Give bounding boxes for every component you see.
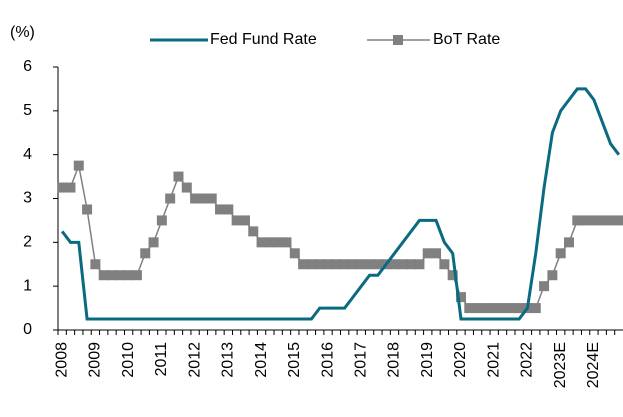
- y-tick-label: 0: [23, 321, 32, 338]
- marker: [273, 237, 284, 248]
- marker: [414, 259, 425, 270]
- marker: [347, 259, 358, 270]
- marker: [107, 270, 118, 281]
- marker: [422, 248, 433, 259]
- marker: [239, 215, 250, 226]
- x-tick-label: 2010: [120, 342, 137, 378]
- marker: [539, 281, 550, 292]
- x-tick-label: 2022: [519, 342, 536, 378]
- marker: [198, 193, 209, 204]
- x-tick-label: 2024E: [585, 342, 602, 388]
- marker: [281, 237, 292, 248]
- marker: [131, 270, 142, 281]
- legend-label: BoT Rate: [433, 31, 500, 48]
- legend-label: Fed Fund Rate: [210, 31, 317, 48]
- x-tick-label: 2021: [485, 342, 502, 378]
- marker: [489, 303, 500, 314]
- marker: [306, 259, 317, 270]
- marker: [298, 259, 309, 270]
- marker: [82, 204, 93, 215]
- marker: [372, 259, 383, 270]
- x-tick-label: 2019: [419, 342, 436, 378]
- marker: [323, 259, 334, 270]
- marker: [339, 259, 350, 270]
- marker: [447, 270, 458, 281]
- marker: [588, 215, 599, 226]
- marker: [389, 259, 400, 270]
- x-tick-label: 2012: [186, 342, 203, 378]
- marker: [65, 182, 76, 193]
- x-tick-label: 2011: [153, 342, 170, 377]
- marker: [140, 248, 151, 259]
- x-tick-label: 2020: [452, 342, 469, 378]
- x-tick-label: 2015: [286, 342, 303, 378]
- y-tick-label: 6: [23, 58, 32, 75]
- marker: [555, 248, 566, 259]
- marker: [115, 270, 126, 281]
- marker: [563, 237, 574, 248]
- y-tick-label: 3: [23, 190, 32, 207]
- marker: [547, 270, 558, 281]
- marker: [455, 292, 466, 303]
- x-tick-label: 2008: [53, 342, 70, 378]
- y-tick-label: 5: [23, 102, 32, 119]
- series-line: [62, 162, 619, 309]
- marker: [331, 259, 342, 270]
- marker: [123, 270, 134, 281]
- marker: [580, 215, 591, 226]
- marker: [206, 193, 217, 204]
- marker: [165, 193, 176, 204]
- x-tick-label: 2009: [87, 342, 104, 378]
- marker: [505, 303, 516, 314]
- y-axis-label: (%): [10, 24, 35, 41]
- x-tick-label: 2023E: [552, 342, 569, 388]
- marker: [497, 303, 508, 314]
- marker: [572, 215, 583, 226]
- marker: [148, 237, 159, 248]
- series-line: [60, 87, 621, 321]
- marker: [605, 215, 616, 226]
- marker: [597, 215, 608, 226]
- marker: [480, 303, 491, 314]
- marker: [613, 215, 623, 226]
- marker: [364, 259, 375, 270]
- marker: [57, 182, 68, 193]
- x-tick-label: 2014: [253, 342, 270, 378]
- marker: [431, 248, 442, 259]
- marker: [248, 226, 259, 237]
- marker: [190, 193, 201, 204]
- marker: [181, 182, 192, 193]
- y-tick-label: 2: [23, 234, 32, 251]
- marker: [514, 303, 525, 314]
- x-tick-label: 2016: [319, 342, 336, 378]
- marker: [439, 259, 450, 270]
- x-tick-label: 2018: [386, 342, 403, 378]
- marker: [264, 237, 275, 248]
- x-tick-label: 2013: [220, 342, 237, 378]
- marker: [530, 303, 541, 314]
- marker: [223, 204, 234, 215]
- marker: [156, 215, 167, 226]
- marker: [464, 303, 475, 314]
- marker: [406, 259, 417, 270]
- y-tick-label: 1: [23, 277, 32, 294]
- marker: [73, 160, 84, 171]
- marker: [472, 303, 483, 314]
- marker: [98, 270, 109, 281]
- marker: [314, 259, 325, 270]
- marker: [256, 237, 267, 248]
- marker: [215, 204, 226, 215]
- legend-swatch: [393, 35, 403, 45]
- marker: [90, 259, 101, 270]
- marker: [289, 248, 300, 259]
- y-tick-label: 4: [23, 146, 32, 163]
- marker: [356, 259, 367, 270]
- x-tick-label: 2017: [352, 342, 369, 378]
- marker: [231, 215, 242, 226]
- marker: [397, 259, 408, 270]
- marker: [173, 171, 184, 182]
